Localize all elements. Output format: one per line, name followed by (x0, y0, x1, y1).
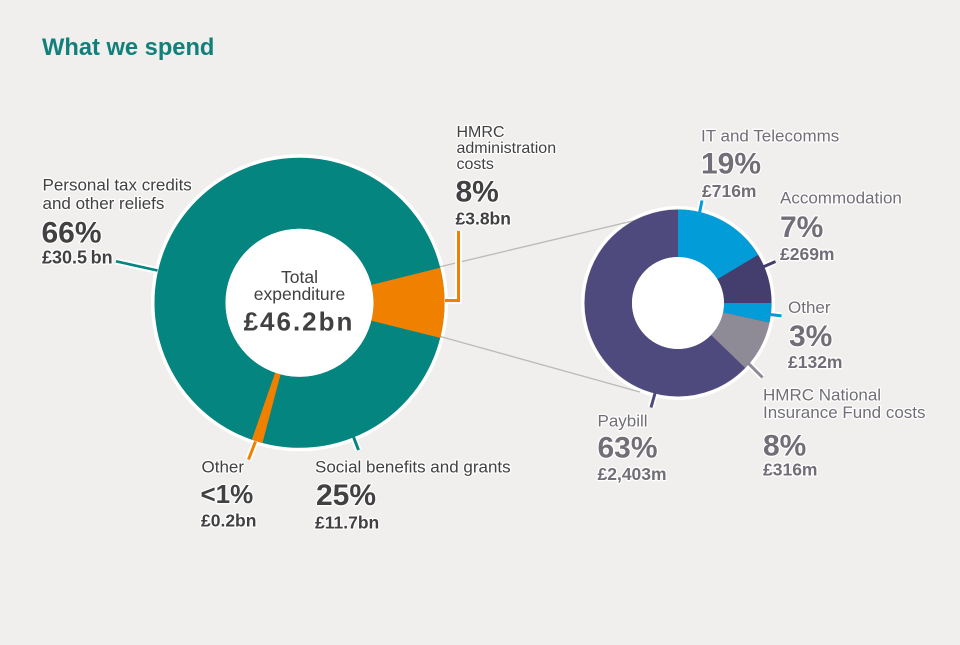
svg-text:What we spend: What we spend (42, 35, 214, 61)
svg-text:Other: Other (788, 298, 831, 317)
svg-text:HMRC National: HMRC National (763, 386, 881, 405)
svg-text:Paybill: Paybill (598, 412, 648, 431)
svg-text:expenditure: expenditure (254, 284, 345, 304)
svg-text:£269m: £269m (780, 244, 835, 264)
svg-text:£2,403m: £2,403m (598, 464, 667, 484)
svg-text:£3.8bn: £3.8bn (456, 209, 511, 229)
svg-text:Other: Other (202, 458, 245, 477)
svg-text:8%: 8% (763, 430, 806, 463)
svg-text:and other reliefs: and other reliefs (43, 194, 165, 213)
svg-text:Accommodation: Accommodation (780, 189, 902, 208)
svg-text:19%: 19% (701, 148, 761, 181)
svg-text:63%: 63% (598, 432, 658, 465)
svg-text:Total: Total (281, 267, 318, 287)
svg-text:8%: 8% (456, 176, 499, 209)
svg-text:Social benefits and grants: Social benefits and grants (315, 458, 511, 477)
svg-text:25%: 25% (316, 479, 376, 512)
svg-text:Insurance Fund costs: Insurance Fund costs (763, 403, 926, 422)
svg-text:£132m: £132m (788, 352, 843, 372)
svg-text:<1%: <1% (201, 479, 254, 509)
svg-text:£30.5 bn: £30.5 bn (42, 248, 113, 268)
svg-text:66%: 66% (42, 217, 102, 250)
svg-text:£46.2bn: £46.2bn (244, 307, 355, 337)
svg-text:£0.2bn: £0.2bn (201, 511, 256, 531)
svg-text:3%: 3% (789, 320, 832, 353)
svg-text:Personal tax credits: Personal tax credits (43, 176, 192, 195)
svg-text:£11.7bn: £11.7bn (315, 513, 379, 533)
svg-text:£316m: £316m (763, 460, 818, 480)
svg-text:administration: administration (457, 140, 557, 157)
svg-text:costs: costs (457, 156, 494, 173)
svg-text:HMRC: HMRC (457, 124, 505, 141)
svg-text:IT and Telecomms: IT and Telecomms (701, 127, 839, 146)
svg-text:£716m: £716m (702, 181, 757, 201)
svg-text:7%: 7% (780, 211, 823, 244)
